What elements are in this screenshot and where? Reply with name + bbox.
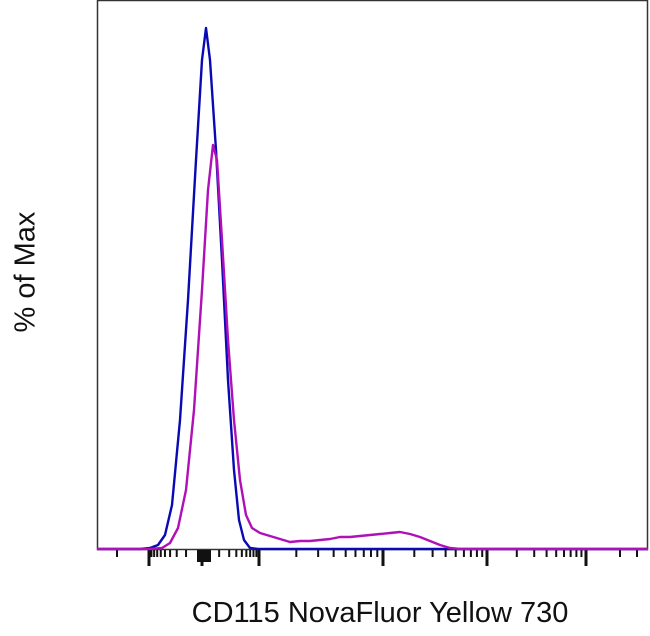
plot-frame bbox=[96, 0, 649, 551]
x-axis-label: CD115 NovaFluor Yellow 730 bbox=[191, 597, 569, 629]
control-histogram-line bbox=[97, 26, 648, 551]
y-axis-label: % of Max bbox=[9, 211, 42, 333]
stained-histogram-line bbox=[97, 143, 648, 551]
x-axis-ticks bbox=[116, 550, 638, 566]
